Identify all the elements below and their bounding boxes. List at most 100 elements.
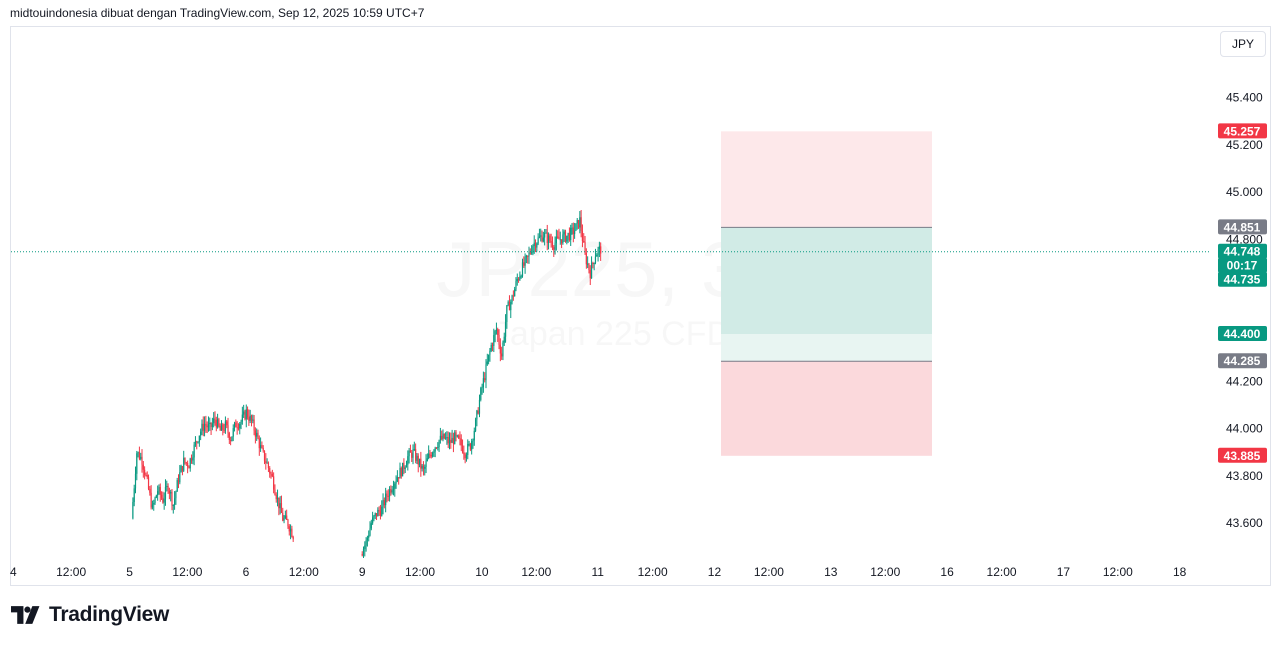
candle [579,211,581,234]
candle [252,414,254,424]
candle [185,461,187,466]
candle [288,524,290,536]
candle [478,394,481,418]
price-label-box [1218,353,1267,369]
candle [538,228,541,239]
candle [142,460,144,478]
candle [533,235,535,254]
candle [532,244,534,256]
candle [390,485,392,496]
candle [258,435,260,456]
candle [170,489,172,502]
candle [415,443,417,464]
candle [588,262,590,274]
candle [289,524,292,540]
y-tick-label: 43.600 [1226,516,1263,530]
candle [192,451,194,465]
candle [396,470,398,483]
candle [515,277,517,292]
candle [464,452,466,464]
candle [188,465,190,469]
x-tick-label: 12:00 [1103,565,1133,579]
candle [405,460,408,468]
candle [592,261,594,269]
candle [386,490,388,503]
candle [160,491,163,500]
candle [577,219,580,229]
y-tick-label: 45.200 [1226,138,1263,152]
candle [486,353,488,366]
candle [491,342,494,352]
candle [485,359,487,389]
candle [559,231,561,245]
candle [190,454,193,464]
tradingview-logo[interactable]: TradingView [11,603,169,627]
chart-frame [10,26,1271,586]
price-label-box [1218,447,1267,463]
candle [194,436,197,447]
candle [571,223,573,235]
candle [164,479,167,506]
candle [528,246,530,264]
candle [545,228,547,234]
candle [211,417,213,431]
candle [524,253,526,274]
candle [508,295,511,311]
candle [493,328,495,353]
candle [438,439,440,452]
candle [584,235,586,255]
x-tick-label: 4 [10,565,17,579]
candle [203,416,206,437]
candle [232,424,234,442]
y-tick-label: 43.800 [1226,469,1263,483]
candle [276,489,279,507]
candle [237,423,240,431]
candle [147,474,150,491]
candle [557,230,559,239]
candle [553,245,555,257]
candle [398,477,400,485]
candle [167,483,169,494]
candle [564,229,567,243]
tradingview-logo-text: TradingView [49,603,170,626]
candle [467,439,469,460]
candle [426,453,428,462]
candle [575,223,577,232]
candle [511,294,513,305]
candle [407,450,409,471]
x-tick-label: 12:00 [870,565,900,579]
price-label: 44.285 [1224,354,1261,368]
candle [429,449,431,459]
currency-button[interactable]: JPY [1220,31,1266,57]
candle [361,551,363,557]
candle [488,354,490,365]
candle [570,224,572,246]
candle [205,415,207,433]
candle [219,423,221,431]
candle [580,209,582,238]
candle [448,432,451,450]
candle [418,458,421,468]
watermark-description: Japan 225 CFD [493,315,731,353]
price-label: 43.885 [1224,449,1261,463]
candle [171,489,173,511]
candle [275,492,277,503]
candle [495,322,498,335]
candle [134,466,137,494]
candle [468,440,470,447]
candle [541,230,543,243]
candle [368,530,370,542]
candle [494,330,496,343]
candle [447,431,449,449]
partial-zone [721,334,932,362]
candle [600,242,602,261]
x-tick-label: 12:00 [987,565,1017,579]
candle [196,440,198,450]
candle [227,417,229,438]
candle [523,256,525,268]
candle [520,274,522,279]
candle [177,474,180,489]
candle [155,494,157,499]
candle [173,491,176,510]
